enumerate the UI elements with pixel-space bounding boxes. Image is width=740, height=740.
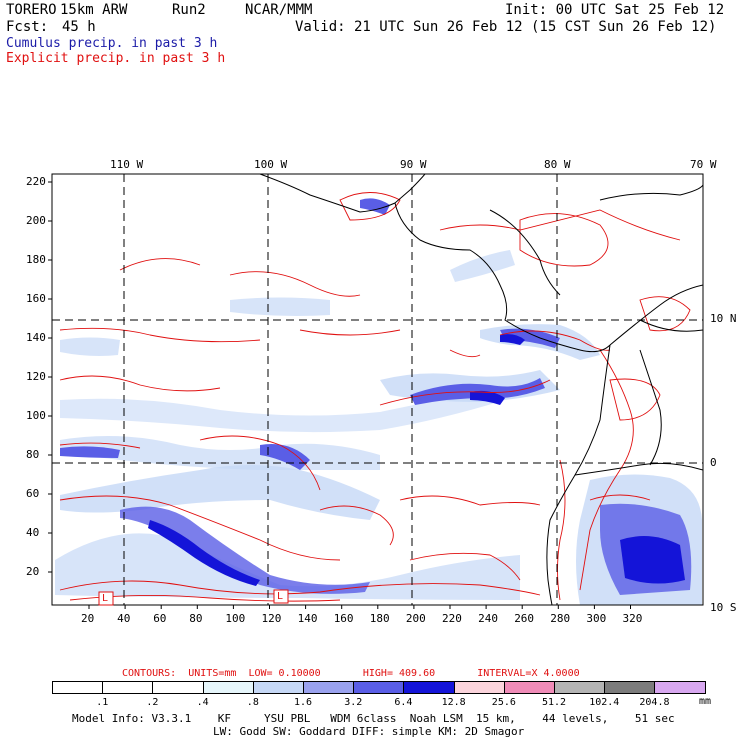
forecast-label: Fcst: — [6, 19, 49, 35]
lon-label: 70 W — [690, 158, 717, 171]
x-tick-label: 80 — [189, 612, 203, 625]
graticule — [52, 174, 703, 605]
run-label: Run2 — [172, 2, 206, 18]
x-tick-label: 160 — [333, 612, 354, 625]
model-info-line1: Model Info: V3.3.1 KF YSU PBL WDM 6class… — [72, 712, 675, 725]
colorbar-swatch — [453, 681, 505, 694]
forecast-hours: 45 h — [62, 19, 96, 35]
coastlines — [259, 174, 703, 605]
lon-label: 80 W — [544, 158, 571, 171]
y-tick-label: 40 — [26, 526, 40, 539]
colorbar-label: .8 — [246, 697, 259, 708]
colorbar-swatch — [152, 681, 204, 694]
contour-info: CONTOURS: UNITS=mm LOW= 0.10000 HIGH= 40… — [122, 668, 580, 679]
low-marker-label: L — [102, 593, 109, 604]
x-tick-label: 260 — [514, 612, 535, 625]
x-tick-label: 20 — [81, 612, 95, 625]
colorbar-swatch — [303, 681, 355, 694]
colorbar-swatch — [102, 681, 154, 694]
colorbar-swatch — [202, 681, 254, 694]
colorbar-label: .1 — [96, 697, 109, 708]
contour-high: HIGH= 409.60 — [362, 668, 436, 679]
explicit-legend: Explicit precip. in past 3 h — [6, 51, 226, 66]
x-tick-label: 280 — [550, 612, 571, 625]
x-tick-label: 300 — [586, 612, 607, 625]
lon-label: 100 W — [254, 158, 288, 171]
y-tick-label: 60 — [26, 487, 40, 500]
contour-title: CONTOURS: — [122, 668, 177, 679]
x-tick-label: 100 — [225, 612, 246, 625]
colorbar-swatch — [252, 681, 304, 694]
lon-label: 110 W — [110, 158, 144, 171]
contour-interval: INTERVAL=X 4.0000 — [477, 668, 580, 679]
cumulus-precip-intense — [148, 334, 685, 586]
colorbar-label: .2 — [146, 697, 159, 708]
lon-label: 90 W — [400, 158, 427, 171]
y-tick-label: 20 — [26, 565, 40, 578]
colorbar-swatch — [604, 681, 656, 694]
colorbar-label: 12.8 — [441, 697, 466, 708]
x-tick-label: 180 — [369, 612, 390, 625]
y-tick-label: 140 — [26, 331, 46, 344]
colorbar-label: 6.4 — [394, 697, 413, 708]
colorbar-swatch — [554, 681, 606, 694]
lat-label: 10 N — [710, 312, 737, 325]
colorbar-label: 3.2 — [344, 697, 363, 708]
low-marker-label: L — [277, 591, 284, 602]
colorbar-label: 102.4 — [589, 697, 620, 708]
org-label: NCAR/MMM — [245, 2, 313, 18]
colorbar-swatch — [353, 681, 405, 694]
model-name: TORERO — [6, 2, 57, 18]
colorbar-label: 25.6 — [491, 697, 516, 708]
x-tick-label: 320 — [622, 612, 643, 625]
lat-label: 0 — [710, 456, 717, 469]
cumulus-legend: Cumulus precip. in past 3 h — [6, 36, 218, 51]
explicit-precip-contours — [59, 192, 691, 602]
lat-label: 10 S — [710, 601, 737, 614]
y-tick-label: 160 — [26, 292, 46, 305]
colorbar-label: 51.2 — [542, 697, 567, 708]
y-tick-label: 200 — [26, 214, 46, 227]
x-tick-label: 40 — [117, 612, 131, 625]
x-tick-label: 240 — [478, 612, 498, 625]
colorbar-swatch — [654, 681, 706, 694]
contour-low: LOW= 0.10000 — [248, 668, 321, 679]
init-time: Init: 00 UTC Sat 25 Feb 12 — [505, 2, 725, 18]
colorbar-label: 204.8 — [639, 697, 670, 708]
model-resolution: 15km ARW — [60, 2, 128, 18]
model-info-line2: LW: Godd SW: Goddard DIFF: simple KM: 2D… — [213, 725, 525, 738]
colorbar-unit: mm — [699, 696, 712, 707]
axis-ticks — [48, 181, 631, 609]
colorbar-label: .4 — [196, 697, 209, 708]
y-tick-label: 180 — [26, 253, 46, 266]
x-tick-label: 200 — [405, 612, 426, 625]
valid-time: Valid: 21 UTC Sun 26 Feb 12 (15 CST Sun … — [295, 19, 717, 35]
colorbar-swatch — [503, 681, 555, 694]
colorbar-swatch — [52, 681, 104, 694]
y-tick-label: 80 — [26, 448, 40, 461]
x-tick-label: 220 — [442, 612, 462, 625]
colorbar-label: 1.6 — [294, 697, 313, 708]
y-tick-label: 220 — [26, 175, 46, 188]
contour-units: UNITS=mm — [188, 668, 237, 679]
low-marker-box — [98, 591, 114, 606]
x-tick-label: 60 — [153, 612, 167, 625]
y-tick-label: 120 — [26, 370, 46, 383]
low-marker-box — [273, 589, 289, 604]
colorbar-swatch — [403, 681, 455, 694]
x-tick-label: 120 — [261, 612, 282, 625]
x-tick-label: 140 — [297, 612, 318, 625]
y-tick-label: 100 — [26, 409, 46, 422]
